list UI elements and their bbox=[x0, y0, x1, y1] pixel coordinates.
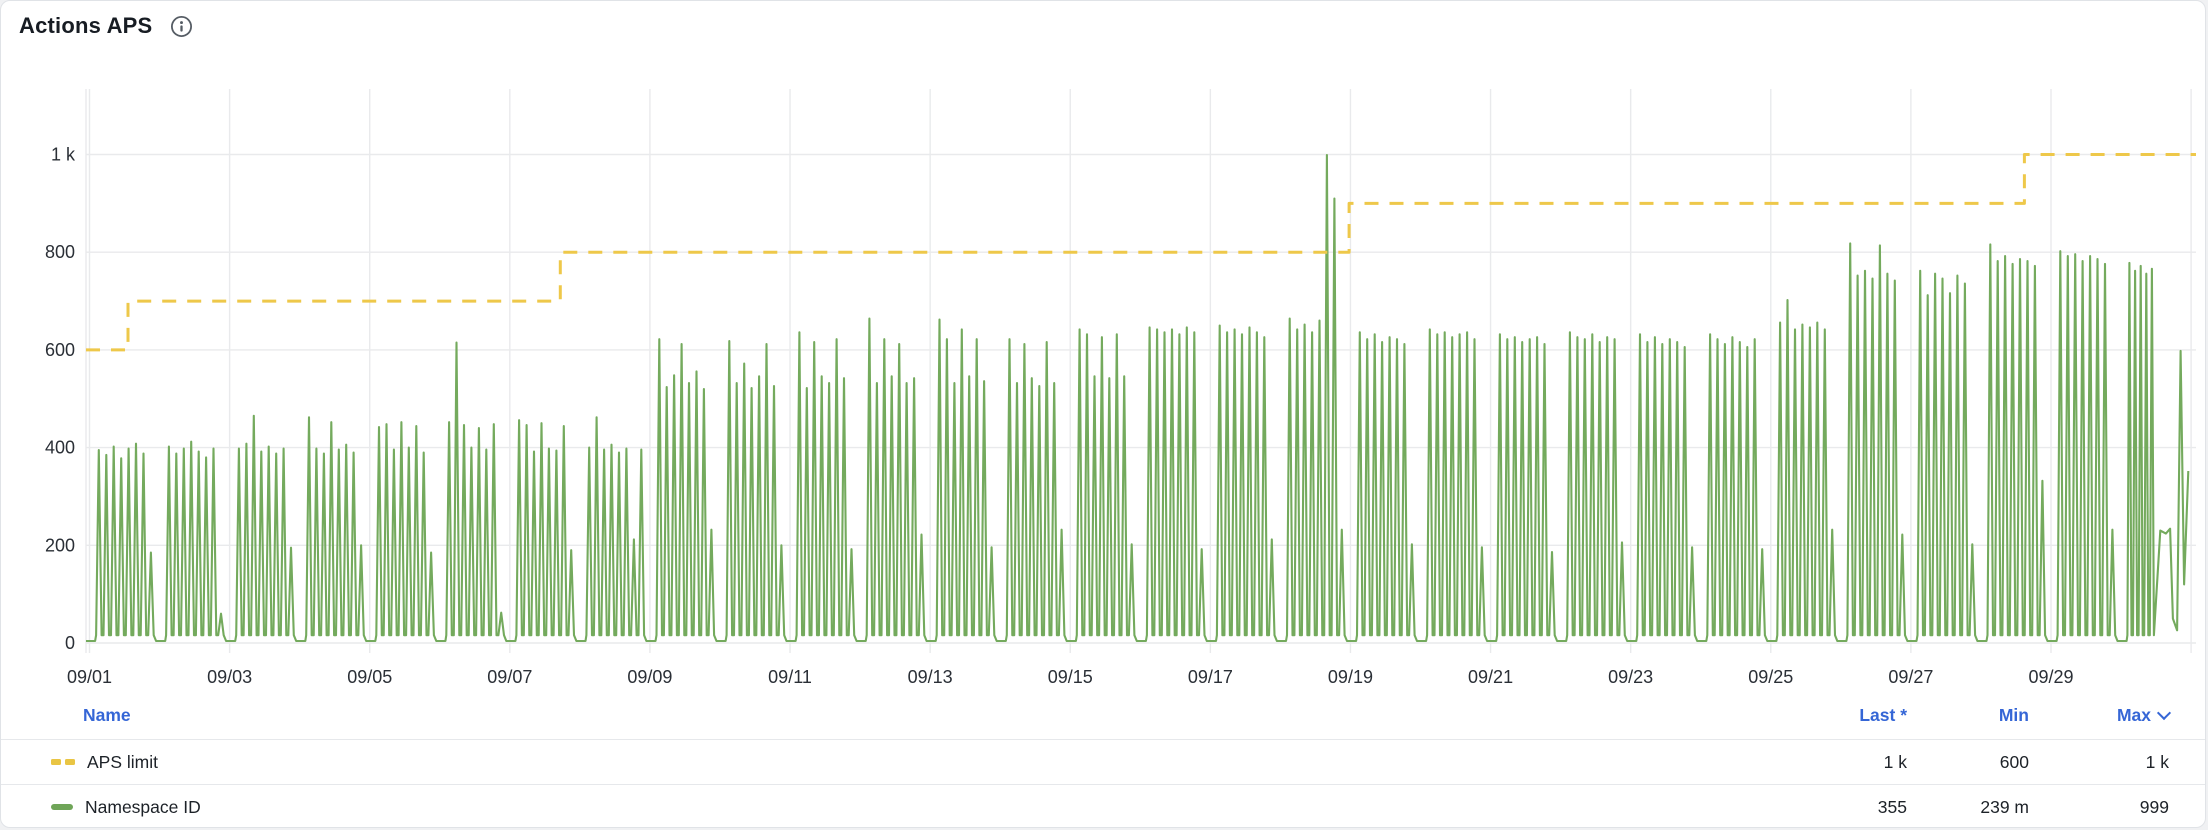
aps-limit-last-value: 1 k bbox=[1883, 751, 1907, 772]
x-axis-tick-label: 09/29 bbox=[2028, 667, 2073, 687]
y-axis-tick-label: 600 bbox=[45, 340, 75, 360]
legend-column-last[interactable]: Last * bbox=[1859, 704, 1907, 725]
x-axis-tick-label: 09/05 bbox=[347, 667, 392, 687]
x-axis-tick-label: 09/27 bbox=[1888, 667, 1933, 687]
namespace-id-last-value: 355 bbox=[1877, 796, 1907, 817]
x-axis-tick-label: 09/21 bbox=[1468, 667, 1513, 687]
x-axis-tick-label: 09/07 bbox=[487, 667, 532, 687]
aps-limit-max-value: 1 k bbox=[2145, 751, 2169, 772]
legend-column-max[interactable]: Max bbox=[2029, 704, 2172, 726]
x-axis-tick-label: 09/15 bbox=[1048, 667, 1093, 687]
x-axis-tick-label: 09/09 bbox=[627, 667, 672, 687]
x-axis-tick-label: 09/01 bbox=[67, 667, 112, 687]
legend-series-name[interactable]: APS limit bbox=[87, 751, 158, 772]
x-axis-tick-label: 09/13 bbox=[908, 667, 953, 687]
x-axis-tick-label: 09/03 bbox=[207, 667, 252, 687]
namespace-id-swatch-icon bbox=[51, 804, 73, 810]
namespace-id-line bbox=[86, 153, 2190, 643]
legend-row-aps-limit[interactable]: APS limit 1 k 600 1 k bbox=[1, 739, 2205, 784]
panel-title: Actions APS bbox=[19, 13, 153, 38]
panel-header: Actions APS bbox=[19, 13, 193, 39]
chart-area[interactable]: 0 200 400 600 800 1 k 09/01 09/03 09/05 09/07 09/0… bbox=[1, 1, 2206, 691]
legend-header-row: Name Last * Min Max bbox=[1, 691, 2205, 739]
x-axis-tick-label: 09/23 bbox=[1608, 667, 1653, 687]
aps-limit-swatch-icon bbox=[51, 759, 75, 765]
namespace-id-min-value: 239 m bbox=[1980, 796, 2029, 817]
x-axis-tick-label: 09/11 bbox=[768, 667, 812, 687]
y-axis-tick-label: 200 bbox=[45, 535, 75, 555]
chevron-down-icon bbox=[2156, 705, 2172, 721]
namespace-id-max-value: 999 bbox=[2139, 796, 2169, 817]
y-axis-tick-label: 0 bbox=[65, 633, 75, 653]
y-axis-tick-label: 800 bbox=[45, 242, 75, 262]
legend-row-namespace-id[interactable]: Namespace ID 355 239 m 999 bbox=[1, 784, 2205, 827]
x-axis-tick-label: 09/17 bbox=[1188, 667, 1233, 687]
legend-table: Name Last * Min Max APS limit 1 k 600 1 … bbox=[1, 691, 2205, 827]
y-axis-tick-label: 1 k bbox=[51, 145, 76, 165]
timeseries-chart[interactable]: 0 200 400 600 800 1 k 09/01 09/03 09/05 09/07 09/0… bbox=[1, 1, 2206, 691]
y-axis-tick-label: 400 bbox=[45, 438, 75, 458]
legend-column-name[interactable]: Name bbox=[83, 704, 131, 725]
aps-limit-line bbox=[86, 153, 2196, 352]
legend-series-name[interactable]: Namespace ID bbox=[85, 796, 201, 817]
x-axis-tick-label: 09/25 bbox=[1748, 667, 1793, 687]
info-icon[interactable] bbox=[170, 15, 193, 38]
legend-column-max-label: Max bbox=[2116, 704, 2151, 725]
aps-limit-min-value: 600 bbox=[1999, 751, 2029, 772]
legend-column-min[interactable]: Min bbox=[1998, 704, 2029, 725]
x-axis-tick-label: 09/19 bbox=[1328, 667, 1373, 687]
